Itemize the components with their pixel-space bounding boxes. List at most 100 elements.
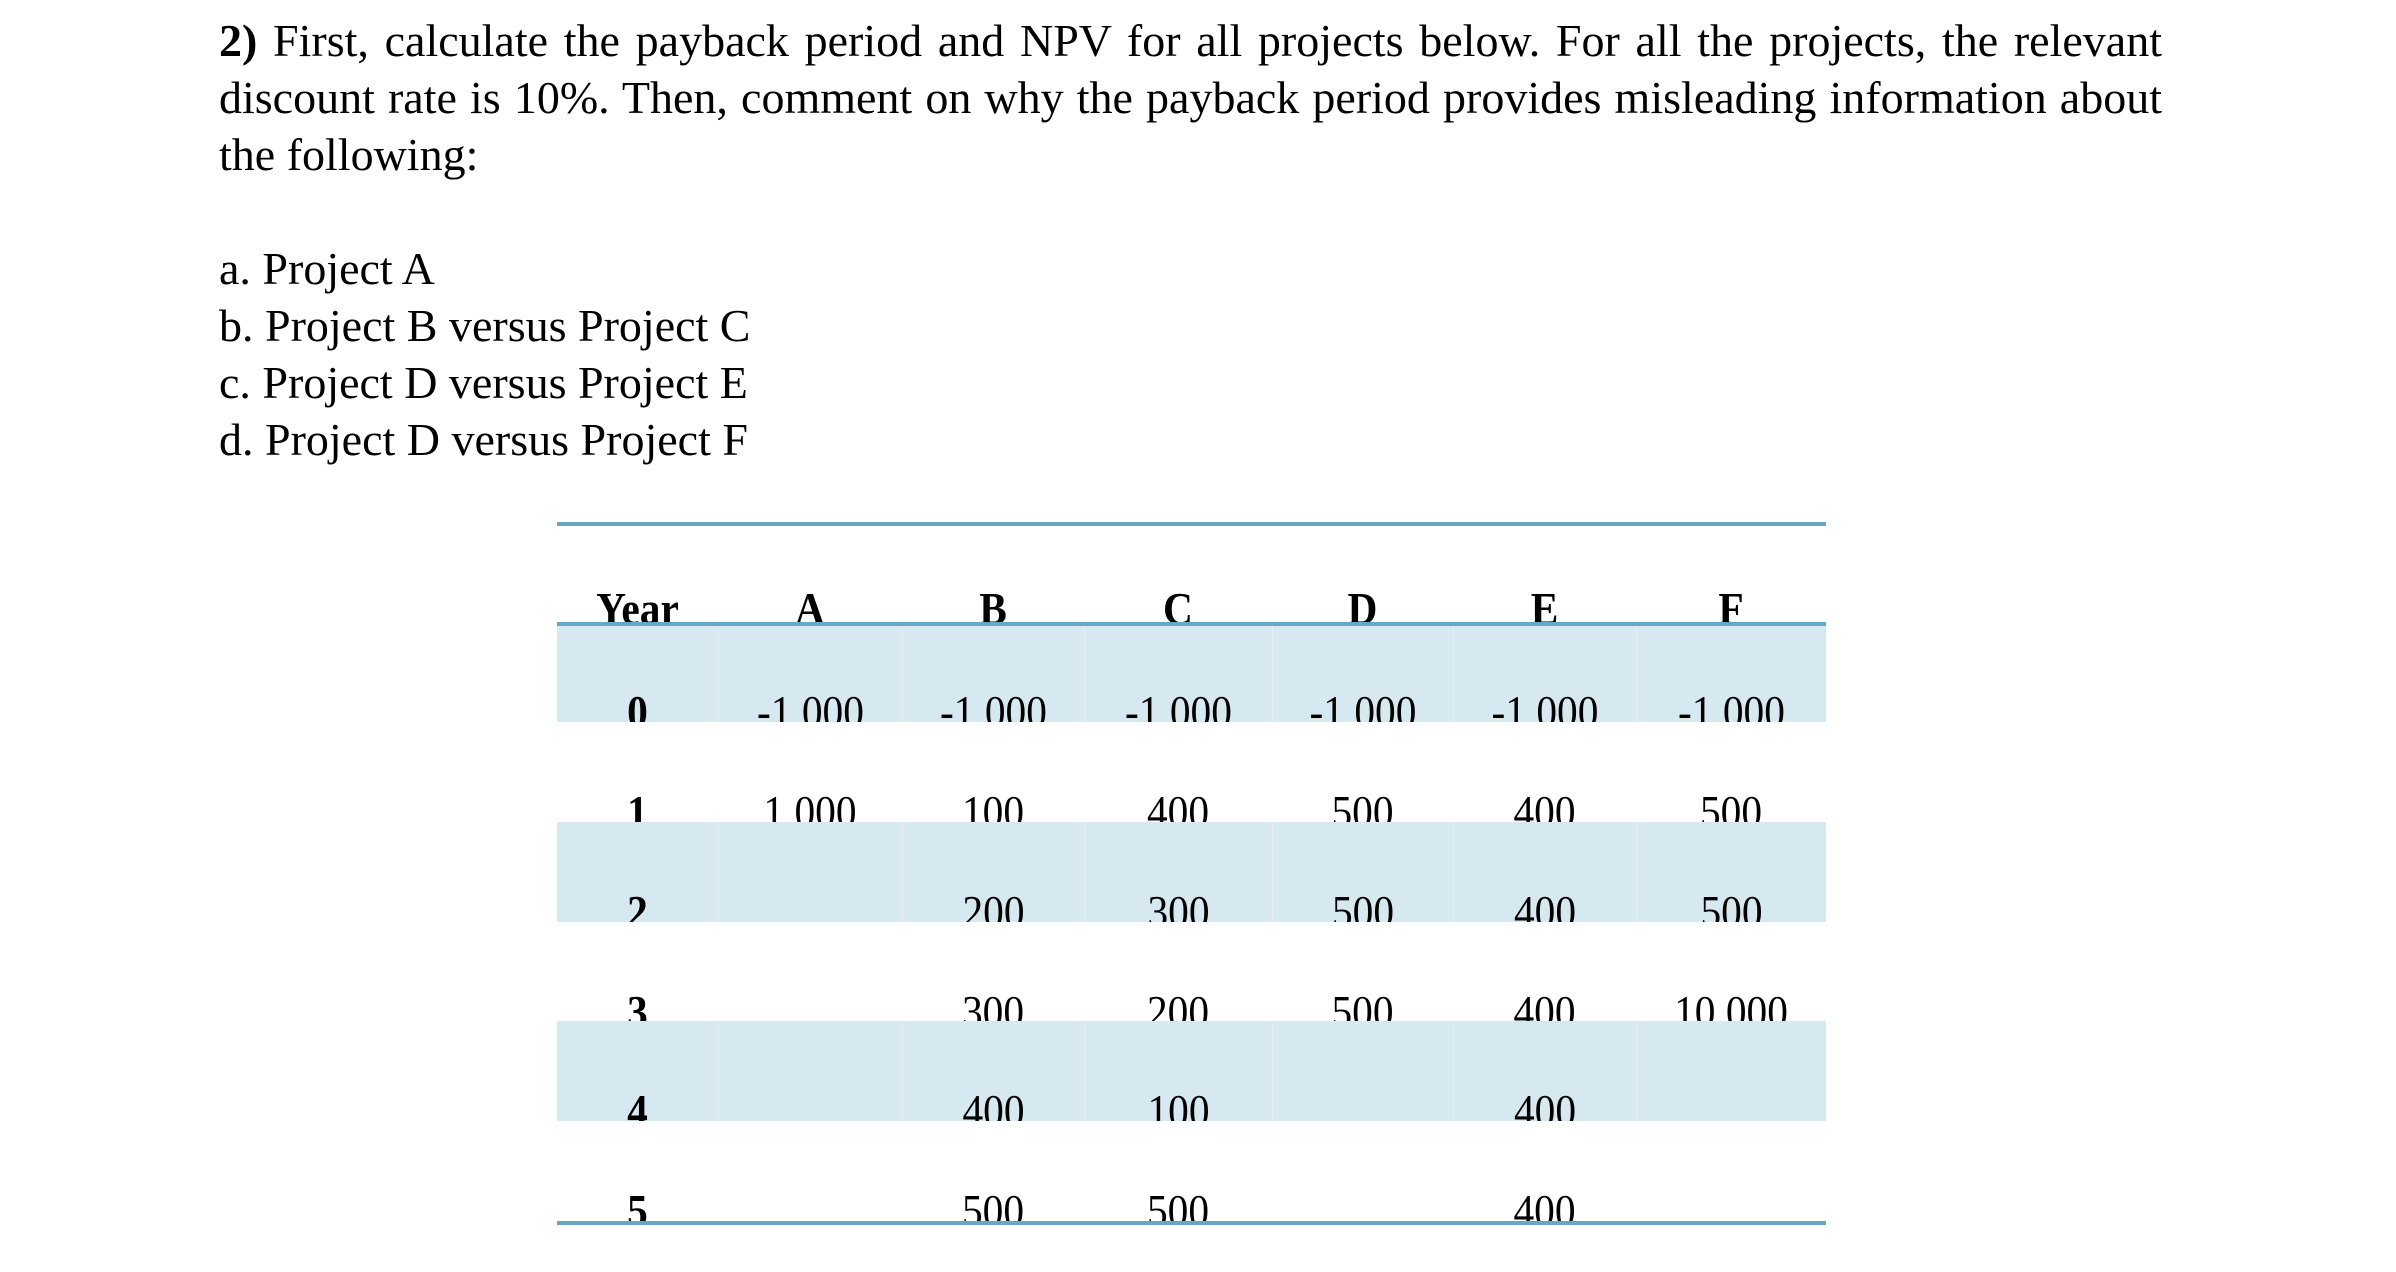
value-cell-d — [1272, 1121, 1453, 1221]
table-header-row: Year A B C D E F — [557, 524, 1826, 625]
sub-question-list: a. Project A b. Project B versus Project… — [219, 240, 751, 468]
value-cell-d: -1.000 — [1272, 626, 1453, 722]
value-cell-d: 500 — [1272, 822, 1453, 922]
value-cell-a: 1,000 — [718, 722, 902, 823]
header-project-f: F — [1636, 524, 1826, 625]
header-label: A — [795, 583, 825, 625]
table-row: 4 400 100 400 — [557, 1021, 1826, 1121]
value-cell-d: 500 — [1272, 922, 1453, 1023]
value-cell-e: 400 — [1453, 922, 1636, 1023]
value-cell-f: 10,000 — [1636, 922, 1826, 1023]
cash-flow-value: 400 — [962, 1085, 1025, 1122]
table-top-rule — [557, 522, 1826, 526]
cash-flow-value: 500 — [1146, 1185, 1210, 1222]
table-bottom-rule — [557, 1221, 1826, 1225]
question-number: 2) — [219, 15, 258, 66]
cash-flow-value: 500 — [1700, 886, 1763, 923]
question-prompt: 2) First, calculate the payback period a… — [219, 12, 2162, 183]
value-cell-e: 400 — [1453, 1021, 1636, 1121]
sub-question-d: d. Project D versus Project F — [219, 414, 748, 465]
year-cell: 4 — [557, 1021, 718, 1122]
header-year: Year — [557, 524, 718, 625]
header-project-d: D — [1272, 524, 1453, 625]
value-cell-c: 200 — [1084, 922, 1272, 1023]
year-cell: 1 — [557, 722, 718, 823]
cash-flow-value: 400 — [1513, 786, 1576, 823]
cash-flow-value: 500 — [1331, 786, 1394, 823]
cash-flow-value: 500 — [961, 1185, 1025, 1222]
value-cell-f — [1636, 1121, 1826, 1221]
table-header-rule — [557, 622, 1826, 626]
value-cell-c: -1.000 — [1084, 626, 1272, 722]
header-project-c: C — [1084, 524, 1272, 625]
year-cell: 2 — [557, 822, 718, 923]
cash-flow-value: 400 — [1513, 986, 1576, 1023]
cash-flow-value: 100 — [1147, 1085, 1210, 1122]
header-label: B — [979, 583, 1007, 625]
header-label: Year — [596, 583, 679, 625]
table-row: 1 1,000 100 400 500 400 500 — [557, 722, 1826, 823]
year-cell: 3 — [557, 922, 718, 1023]
cash-flow-value: -1.000 — [1125, 686, 1232, 723]
cash-flow-value: 400 — [1513, 1085, 1577, 1122]
sub-question-a: a. Project A — [219, 243, 435, 294]
table-row: 2 200 300 500 400 500 — [557, 822, 1826, 922]
header-label: D — [1347, 583, 1378, 625]
header-project-b: B — [902, 524, 1084, 625]
value-cell-b: 500 — [902, 1121, 1084, 1222]
value-cell-e: 400 — [1453, 1121, 1636, 1222]
cash-flow-value: 400 — [1146, 786, 1210, 823]
year-cell: 0 — [557, 626, 718, 723]
year-value: 3 — [627, 986, 648, 1023]
cash-flow-value: 400 — [1513, 886, 1577, 923]
value-cell-d: 500 — [1272, 722, 1453, 823]
header-project-e: E — [1453, 524, 1636, 625]
header-label: E — [1530, 583, 1559, 625]
value-cell-b: 100 — [902, 722, 1084, 823]
value-cell-f: -1.000 — [1636, 626, 1826, 722]
value-cell-c: 300 — [1084, 822, 1272, 922]
value-cell-c: 500 — [1084, 1121, 1272, 1222]
value-cell-c: 400 — [1084, 722, 1272, 823]
value-cell-a — [718, 922, 902, 1022]
cash-flow-value: -1.000 — [1678, 686, 1785, 723]
value-cell-a — [718, 1121, 902, 1221]
value-cell-e: -1.000 — [1453, 626, 1636, 722]
header-label: F — [1718, 583, 1744, 625]
value-cell-b: -1.000 — [902, 626, 1084, 722]
cash-flow-value: 200 — [962, 886, 1025, 923]
cash-flow-value: 300 — [961, 986, 1025, 1023]
table-row: 3 300 200 500 400 10,000 — [557, 922, 1826, 1023]
table-row: 0 -1.000 -1.000 -1.000 -1.000 -1.000 -1.… — [557, 626, 1826, 722]
value-cell-e: 400 — [1453, 822, 1636, 922]
table-row: 5 500 500 400 — [557, 1121, 1826, 1222]
header-project-a: A — [718, 524, 902, 625]
value-cell-b: 400 — [902, 1021, 1084, 1121]
cash-flow-value: -1.000 — [1309, 686, 1417, 723]
cash-flow-value: 500 — [1331, 986, 1394, 1023]
year-cell: 5 — [557, 1121, 718, 1222]
header-label: C — [1163, 583, 1193, 625]
cash-flow-value: -1.000 — [1491, 686, 1599, 723]
cash-flow-value: 200 — [1146, 986, 1210, 1023]
year-value: 5 — [627, 1185, 648, 1222]
value-cell-a: -1.000 — [718, 626, 902, 722]
cash-flow-value: 500 — [1331, 886, 1395, 923]
sub-question-c: c. Project D versus Project E — [219, 357, 748, 408]
value-cell-e: 400 — [1453, 722, 1636, 823]
value-cell-a — [718, 822, 902, 922]
cash-flow-value: 10,000 — [1674, 986, 1788, 1023]
cash-flow-value: 300 — [1147, 886, 1210, 923]
value-cell-a — [718, 1021, 902, 1121]
cash-flow-value: 100 — [961, 786, 1025, 823]
value-cell-c: 100 — [1084, 1021, 1272, 1121]
year-value: 1 — [627, 786, 648, 823]
year-value: 4 — [627, 1085, 648, 1122]
sub-question-b: b. Project B versus Project C — [219, 300, 751, 351]
value-cell-d — [1272, 1021, 1453, 1121]
value-cell-f — [1636, 1021, 1826, 1121]
cash-flow-value: 1,000 — [763, 786, 857, 823]
cash-flow-value: 400 — [1513, 1185, 1576, 1222]
value-cell-b: 200 — [902, 822, 1084, 922]
year-value: 2 — [627, 886, 648, 923]
